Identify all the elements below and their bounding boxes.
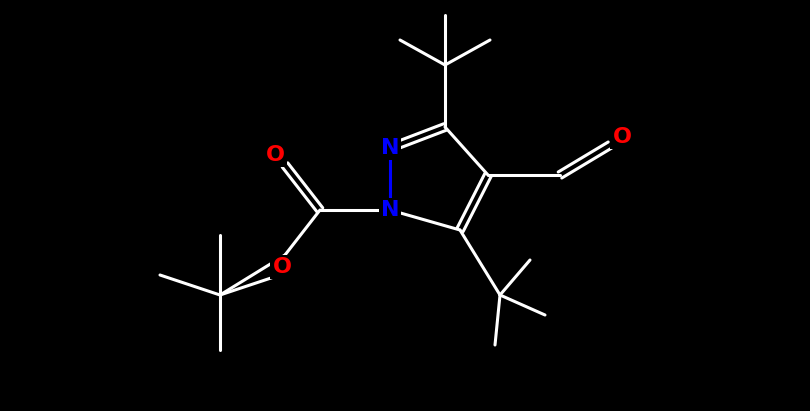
Text: N: N bbox=[381, 138, 399, 158]
Text: O: O bbox=[272, 257, 292, 277]
Text: N: N bbox=[381, 200, 399, 220]
Text: O: O bbox=[266, 145, 284, 165]
Text: O: O bbox=[612, 127, 632, 147]
